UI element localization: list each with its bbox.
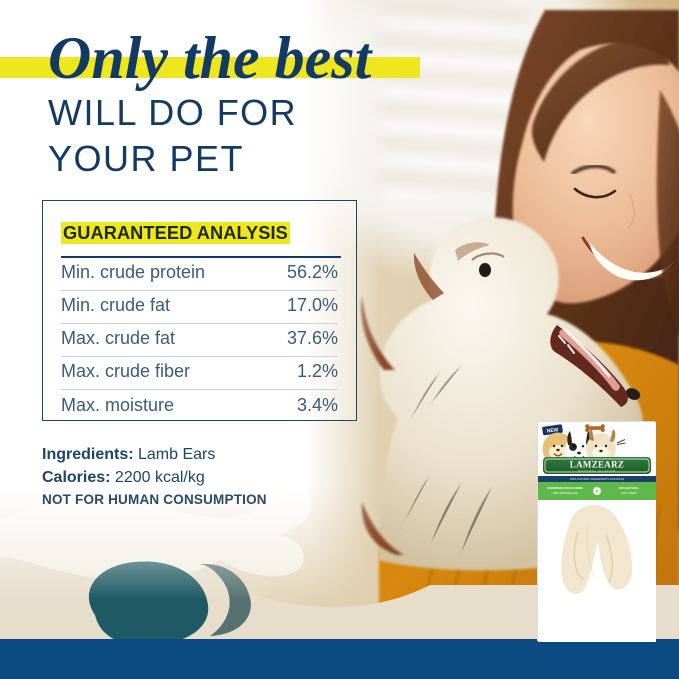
svg-text:FRIANDISES POUR CHIENS: FRIANDISES POUR CHIENS <box>547 486 583 490</box>
svg-text:100% NATURELLES: 100% NATURELLES <box>552 491 577 495</box>
svg-text:NATURAL FLAVOR: NATURAL FLAVOR <box>578 469 616 473</box>
svg-text:100% NATURAL: 100% NATURAL <box>619 486 640 490</box>
svg-text:LAMZEARZ: LAMZEARZ <box>570 460 624 470</box>
svg-text:DOG TREAT: DOG TREAT <box>621 491 637 495</box>
svg-text:100% NATURAL INGREDIENTS FOR D: 100% NATURAL INGREDIENTS FOR DOGS <box>570 478 625 481</box>
svg-text:✓: ✓ <box>595 489 599 494</box>
